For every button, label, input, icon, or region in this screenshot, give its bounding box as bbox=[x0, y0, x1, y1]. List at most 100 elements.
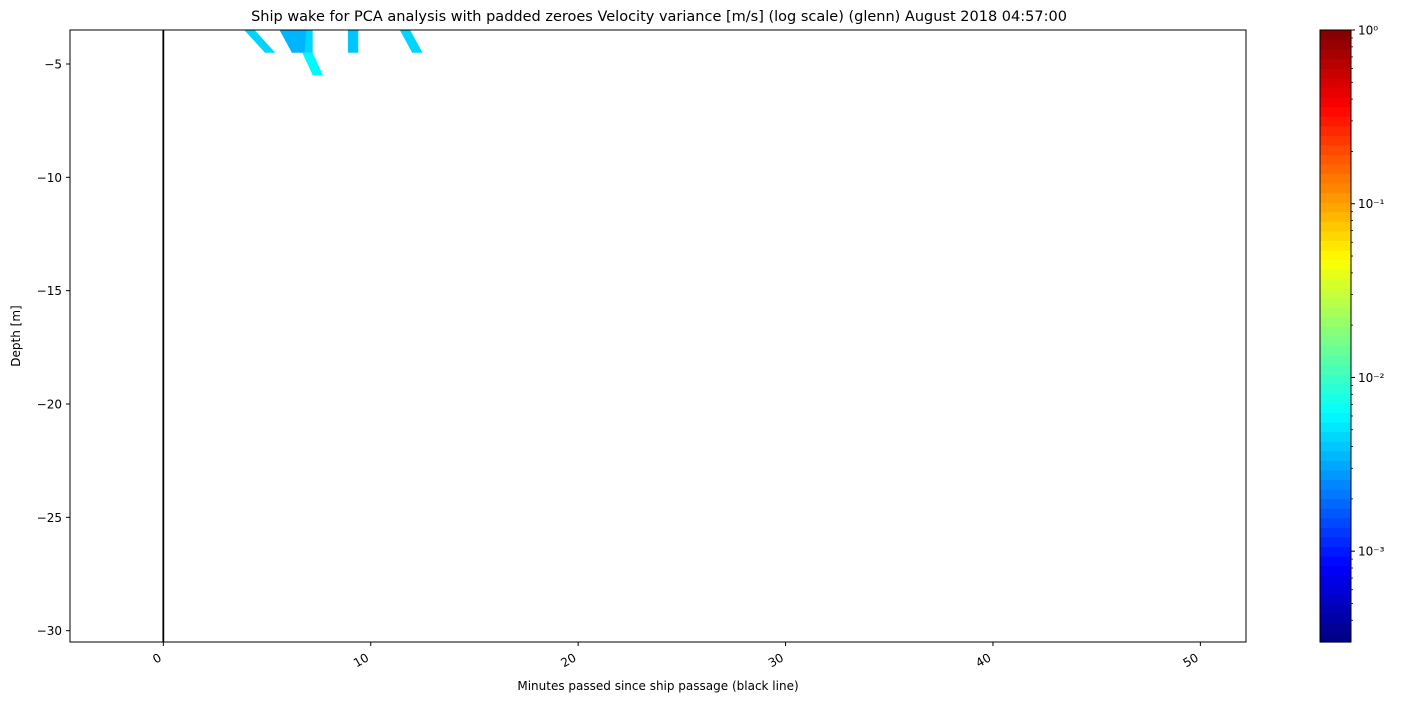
colorbar-band bbox=[1320, 517, 1351, 528]
colorbar-tick-label: 10⁻¹ bbox=[1358, 197, 1385, 211]
colorbar-band bbox=[1320, 87, 1351, 98]
plot-area bbox=[69, 29, 1247, 643]
colorbar-frame bbox=[1319, 29, 1352, 643]
heatmap-cell-0 bbox=[244, 30, 276, 53]
colorbar-band bbox=[1320, 96, 1351, 108]
y-tick-label--30: −30 bbox=[37, 624, 62, 638]
colorbar-band bbox=[1320, 575, 1351, 586]
colorbar-band bbox=[1320, 402, 1351, 414]
x-tick-label-50: 50 bbox=[1181, 650, 1201, 670]
colorbar-band bbox=[1320, 30, 1351, 41]
colorbar-band bbox=[1320, 383, 1351, 394]
colorbar-band bbox=[1320, 49, 1351, 60]
colorbar-band bbox=[1320, 603, 1351, 614]
colorbar-band bbox=[1320, 422, 1351, 433]
colorbar-band bbox=[1320, 297, 1351, 308]
colorbar-band bbox=[1320, 431, 1351, 442]
colorbar-band bbox=[1320, 173, 1351, 184]
colorbar-band bbox=[1320, 632, 1351, 643]
y-tick-label--5: −5 bbox=[44, 58, 62, 72]
colorbar-band bbox=[1320, 135, 1351, 146]
colorbar-band bbox=[1320, 345, 1351, 356]
heatmap-cell-1 bbox=[279, 30, 313, 53]
heatmap-cell-5 bbox=[399, 30, 423, 53]
y-tick-label--20: −20 bbox=[37, 398, 62, 412]
colorbar-band bbox=[1320, 594, 1351, 605]
colorbar-band bbox=[1320, 249, 1351, 261]
colorbar-band bbox=[1320, 39, 1351, 50]
plot-frame bbox=[69, 29, 1247, 643]
colorbar-band bbox=[1320, 144, 1351, 155]
colorbar-ticks: 10⁻³ 10⁻² 10⁻¹ 10⁰ bbox=[1351, 24, 1385, 621]
colorbar-band bbox=[1320, 355, 1351, 366]
colorbar-band bbox=[1320, 163, 1351, 175]
x-tick-label-20: 20 bbox=[558, 650, 578, 670]
colorbar-band bbox=[1320, 278, 1351, 289]
colorbar-band bbox=[1320, 77, 1351, 88]
colorbar-band bbox=[1320, 230, 1351, 241]
x-axis-label: Minutes passed since ship passage (black… bbox=[517, 679, 798, 693]
colorbar-band bbox=[1320, 374, 1351, 385]
colorbar-band bbox=[1320, 125, 1351, 136]
colorbar-band bbox=[1320, 527, 1351, 538]
heatmap-cell-3 bbox=[302, 52, 323, 76]
y-tick-label--25: −25 bbox=[37, 511, 62, 525]
colorbar-band bbox=[1320, 68, 1351, 79]
colorbar-band bbox=[1320, 202, 1351, 213]
x-tick-label-0: 0 bbox=[150, 650, 164, 666]
colorbar-band bbox=[1320, 192, 1351, 203]
chart-title: Ship wake for PCA analysis with padded z… bbox=[251, 9, 1067, 25]
heatmap-cells bbox=[244, 30, 423, 76]
colorbar-band bbox=[1320, 498, 1351, 509]
y-tick-label--15: −15 bbox=[37, 284, 62, 298]
colorbar-band bbox=[1320, 269, 1351, 280]
heatmap-cell-2 bbox=[304, 30, 313, 53]
colorbar-band bbox=[1320, 536, 1351, 547]
colorbar-band bbox=[1320, 412, 1351, 423]
colorbar-gradient bbox=[1320, 30, 1351, 643]
x-axis: 0 10 20 30 40 50 bbox=[150, 642, 1201, 670]
colorbar-band bbox=[1320, 584, 1351, 595]
colorbar-band bbox=[1320, 183, 1351, 194]
colorbar-band bbox=[1320, 508, 1351, 519]
colorbar-band bbox=[1320, 259, 1351, 270]
colorbar-tick-label: 10⁰ bbox=[1358, 24, 1378, 38]
colorbar-tick-label: 10⁻³ bbox=[1358, 545, 1385, 559]
colorbar-band bbox=[1320, 450, 1351, 461]
colorbar-band bbox=[1320, 393, 1351, 404]
colorbar-band bbox=[1320, 555, 1351, 567]
colorbar-band bbox=[1320, 307, 1351, 318]
colorbar-tick-label: 10⁻² bbox=[1358, 371, 1385, 385]
colorbar-band bbox=[1320, 460, 1351, 471]
colorbar-band bbox=[1320, 469, 1351, 481]
colorbar: 10⁻³ 10⁻² 10⁻¹ 10⁰ bbox=[1319, 24, 1385, 643]
colorbar-band bbox=[1320, 240, 1351, 251]
colorbar-band bbox=[1320, 364, 1351, 375]
colorbar-band bbox=[1320, 565, 1351, 576]
colorbar-band bbox=[1320, 546, 1351, 557]
y-tick-label--10: −10 bbox=[37, 171, 62, 185]
colorbar-band bbox=[1320, 613, 1351, 624]
colorbar-band bbox=[1320, 58, 1351, 69]
y-axis: −5 −10 −15 −20 −25 −30 bbox=[37, 58, 70, 638]
y-axis-label: Depth [m] bbox=[9, 305, 23, 366]
x-tick-label-10: 10 bbox=[351, 650, 371, 670]
colorbar-band bbox=[1320, 622, 1351, 634]
colorbar-band bbox=[1320, 336, 1351, 347]
colorbar-band bbox=[1320, 489, 1351, 500]
x-tick-label-40: 40 bbox=[973, 650, 993, 670]
heatmap-cell-4 bbox=[347, 30, 359, 53]
colorbar-band bbox=[1320, 116, 1351, 127]
colorbar-band bbox=[1320, 211, 1351, 222]
colorbar-band bbox=[1320, 316, 1351, 328]
colorbar-band bbox=[1320, 106, 1351, 117]
x-tick-label-30: 30 bbox=[766, 650, 786, 670]
plot-background bbox=[70, 30, 1246, 642]
colorbar-band bbox=[1320, 221, 1351, 232]
colorbar-band bbox=[1320, 326, 1351, 337]
colorbar-band bbox=[1320, 441, 1351, 452]
colorbar-band bbox=[1320, 288, 1351, 299]
colorbar-band bbox=[1320, 154, 1351, 165]
colorbar-band bbox=[1320, 479, 1351, 490]
